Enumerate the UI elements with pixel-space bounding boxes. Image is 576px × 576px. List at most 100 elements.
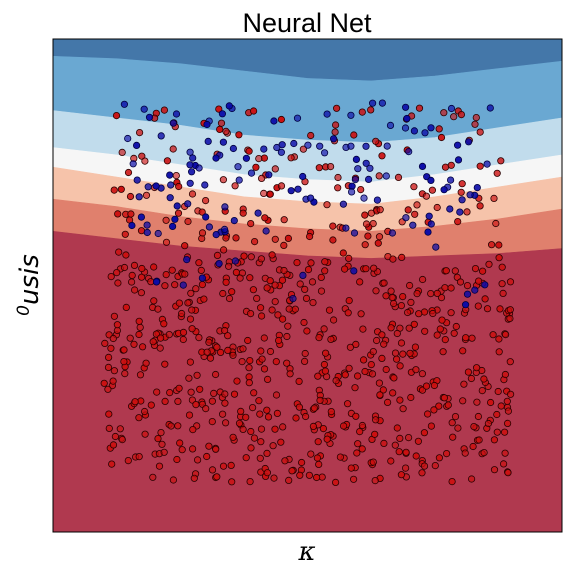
red-point	[263, 284, 271, 292]
red-point	[463, 208, 471, 216]
blue-point	[135, 193, 143, 201]
red-point	[433, 331, 441, 339]
blue-point	[166, 171, 174, 179]
red-point	[494, 387, 502, 396]
red-point	[192, 400, 200, 409]
red-point	[321, 258, 329, 266]
red-point	[323, 201, 331, 209]
red-point	[154, 305, 162, 313]
blue-point	[225, 102, 233, 110]
red-point	[442, 267, 450, 275]
red-point	[493, 169, 501, 177]
red-point	[122, 251, 130, 259]
y-axis-label: 0usis	[14, 254, 45, 316]
red-point	[361, 241, 369, 249]
red-point	[503, 419, 512, 427]
red-point	[483, 305, 492, 313]
red-point	[433, 289, 441, 297]
red-point	[222, 127, 230, 135]
blue-point	[388, 229, 396, 237]
red-point	[271, 165, 279, 173]
red-point	[126, 192, 135, 201]
red-point	[315, 460, 323, 468]
red-point	[239, 345, 247, 353]
blue-point	[195, 164, 203, 172]
red-point	[141, 157, 149, 165]
red-point	[185, 411, 194, 419]
red-point	[238, 357, 246, 366]
red-point	[412, 452, 420, 460]
red-point	[194, 456, 202, 464]
red-point	[187, 289, 195, 297]
red-point	[245, 364, 253, 372]
red-point	[233, 377, 241, 385]
red-point	[136, 323, 144, 331]
red-point	[142, 191, 151, 199]
red-point	[331, 478, 340, 486]
red-point	[422, 382, 431, 390]
red-point	[296, 280, 304, 288]
red-point	[367, 106, 375, 114]
red-point	[283, 359, 291, 367]
red-point	[174, 397, 182, 405]
red-point	[224, 332, 232, 340]
red-point	[389, 255, 397, 263]
red-point	[141, 430, 149, 438]
red-point	[266, 347, 275, 356]
blue-point	[366, 164, 374, 172]
red-point	[100, 379, 108, 387]
red-point	[137, 289, 145, 297]
red-point	[413, 201, 421, 209]
blue-point	[152, 182, 160, 190]
red-point	[464, 368, 472, 376]
red-point	[300, 357, 309, 365]
red-point	[430, 381, 438, 390]
red-point	[504, 407, 512, 415]
red-point	[499, 460, 508, 468]
red-point	[396, 362, 404, 370]
red-point	[353, 449, 361, 457]
red-point	[352, 412, 360, 420]
red-point	[448, 419, 456, 427]
red-point	[149, 338, 157, 346]
red-point	[459, 397, 467, 405]
red-point	[113, 321, 122, 329]
red-point	[181, 270, 189, 278]
red-point	[263, 449, 271, 457]
red-point	[271, 281, 279, 289]
red-point	[301, 285, 309, 293]
red-point	[353, 372, 362, 380]
red-point	[420, 429, 428, 437]
blue-point	[352, 155, 360, 163]
red-point	[480, 448, 488, 457]
red-point	[451, 267, 459, 275]
red-point	[472, 364, 481, 372]
blue-point	[405, 148, 413, 156]
red-point	[331, 121, 340, 129]
red-point	[480, 375, 488, 383]
red-point	[506, 314, 514, 323]
blue-point	[133, 176, 141, 184]
blue-point	[221, 225, 229, 233]
red-point	[397, 471, 405, 479]
red-point	[160, 448, 168, 456]
red-point	[391, 349, 400, 357]
red-point	[247, 427, 255, 436]
red-point	[327, 407, 335, 416]
blue-point	[143, 221, 151, 229]
red-point	[280, 216, 288, 224]
red-point	[476, 128, 484, 136]
red-point	[345, 254, 353, 262]
red-point	[459, 347, 467, 355]
red-point	[255, 155, 263, 163]
red-point	[460, 380, 468, 388]
red-point	[128, 271, 136, 279]
red-point	[378, 331, 386, 339]
red-point	[229, 351, 237, 359]
red-point	[104, 385, 112, 393]
red-point	[110, 186, 118, 194]
red-point	[371, 416, 380, 424]
blue-point	[183, 255, 191, 264]
red-point	[205, 338, 213, 346]
red-point	[286, 370, 294, 378]
